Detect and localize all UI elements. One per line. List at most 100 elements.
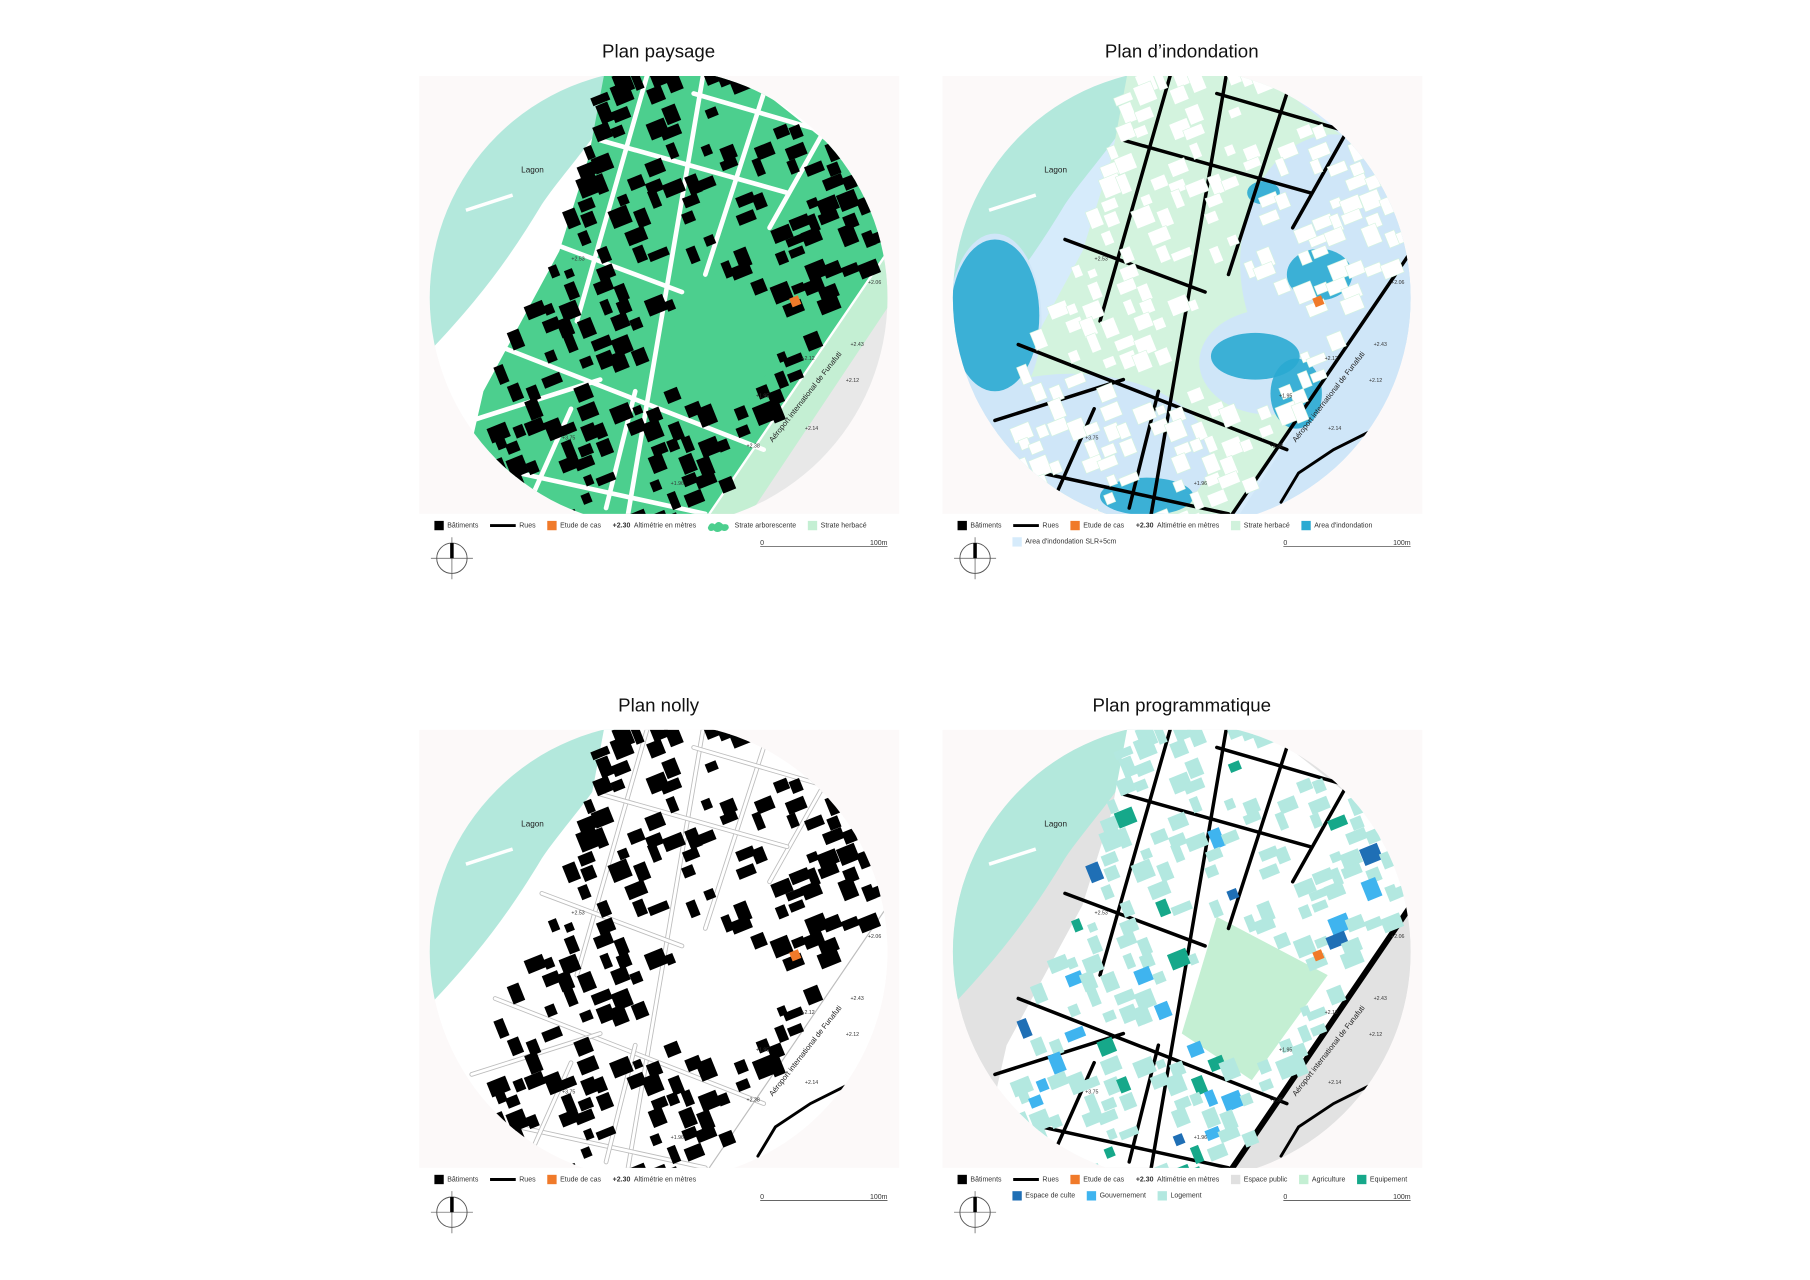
building <box>1309 158 1324 176</box>
building <box>547 264 561 279</box>
building <box>506 328 526 351</box>
building <box>667 421 686 442</box>
building <box>624 225 649 247</box>
building <box>1100 229 1116 247</box>
building <box>576 1055 600 1076</box>
building <box>1132 1055 1157 1079</box>
building <box>616 193 630 207</box>
building <box>633 861 652 883</box>
building <box>1323 226 1347 247</box>
street <box>492 342 767 452</box>
building <box>835 188 861 213</box>
building <box>735 1078 751 1093</box>
building <box>592 1076 609 1094</box>
building <box>1132 734 1158 761</box>
building <box>1155 1058 1167 1070</box>
building <box>666 490 682 511</box>
building <box>1131 349 1154 374</box>
building <box>1329 850 1343 864</box>
building <box>1085 332 1103 354</box>
altitude-label: +1.96 <box>671 481 684 487</box>
building <box>1113 806 1138 829</box>
building <box>1118 1003 1140 1024</box>
building <box>555 316 576 339</box>
street <box>692 745 836 790</box>
building <box>592 775 614 797</box>
building <box>702 75 720 86</box>
building <box>1314 935 1330 949</box>
building <box>629 729 645 745</box>
building <box>1113 745 1134 761</box>
building <box>1153 1000 1173 1021</box>
building <box>1204 471 1223 488</box>
building <box>788 899 806 913</box>
building <box>524 397 544 421</box>
building <box>1103 491 1117 506</box>
street <box>702 91 767 277</box>
building <box>599 952 614 970</box>
building <box>1168 84 1190 106</box>
building <box>750 277 768 296</box>
legend-symbol: +2.30 <box>613 1176 631 1183</box>
legend-label: Bâtiments <box>447 522 479 529</box>
altitude-label: +2.38 <box>1270 444 1283 450</box>
building <box>856 912 882 934</box>
building <box>697 829 717 846</box>
building <box>647 1106 668 1128</box>
building <box>629 1162 649 1168</box>
building <box>1048 1113 1063 1130</box>
building <box>596 245 613 264</box>
building <box>1100 970 1121 993</box>
building <box>577 196 596 213</box>
street <box>704 244 888 514</box>
building <box>718 475 737 494</box>
building <box>681 192 701 209</box>
building <box>661 831 686 853</box>
building <box>786 369 805 383</box>
building <box>650 441 669 457</box>
building <box>610 334 634 358</box>
building <box>751 192 768 211</box>
building <box>562 332 579 354</box>
altitude-label: +3.75 <box>562 1089 575 1095</box>
building <box>542 956 556 970</box>
building <box>506 382 525 403</box>
street <box>1215 91 1359 137</box>
building <box>1204 1125 1222 1142</box>
building <box>1327 912 1353 936</box>
building <box>1048 1038 1065 1057</box>
building <box>505 454 530 479</box>
building <box>595 263 617 282</box>
building <box>663 386 682 405</box>
scale-start: 0 <box>1283 1194 1287 1201</box>
building <box>644 832 665 850</box>
building <box>1380 912 1405 934</box>
building <box>579 355 594 369</box>
building <box>735 845 757 862</box>
building <box>1276 795 1299 815</box>
building <box>1105 473 1119 487</box>
building <box>1297 249 1313 266</box>
building <box>788 867 812 886</box>
building <box>630 346 650 367</box>
scale-end: 100m <box>870 540 888 547</box>
building <box>558 454 582 474</box>
building <box>1252 260 1277 282</box>
legend-label: Agriculture <box>1312 1176 1346 1183</box>
building <box>1029 328 1049 351</box>
building <box>1113 91 1134 107</box>
legend-label: Bâtiments <box>970 522 1002 529</box>
building <box>1290 1042 1309 1061</box>
building <box>608 1004 630 1027</box>
building <box>609 1055 634 1079</box>
building <box>1384 883 1400 902</box>
altitude-label: +2.14 <box>805 426 818 432</box>
building <box>663 75 684 94</box>
building <box>704 106 719 120</box>
building <box>735 863 757 880</box>
building <box>826 161 842 177</box>
building <box>786 812 800 829</box>
